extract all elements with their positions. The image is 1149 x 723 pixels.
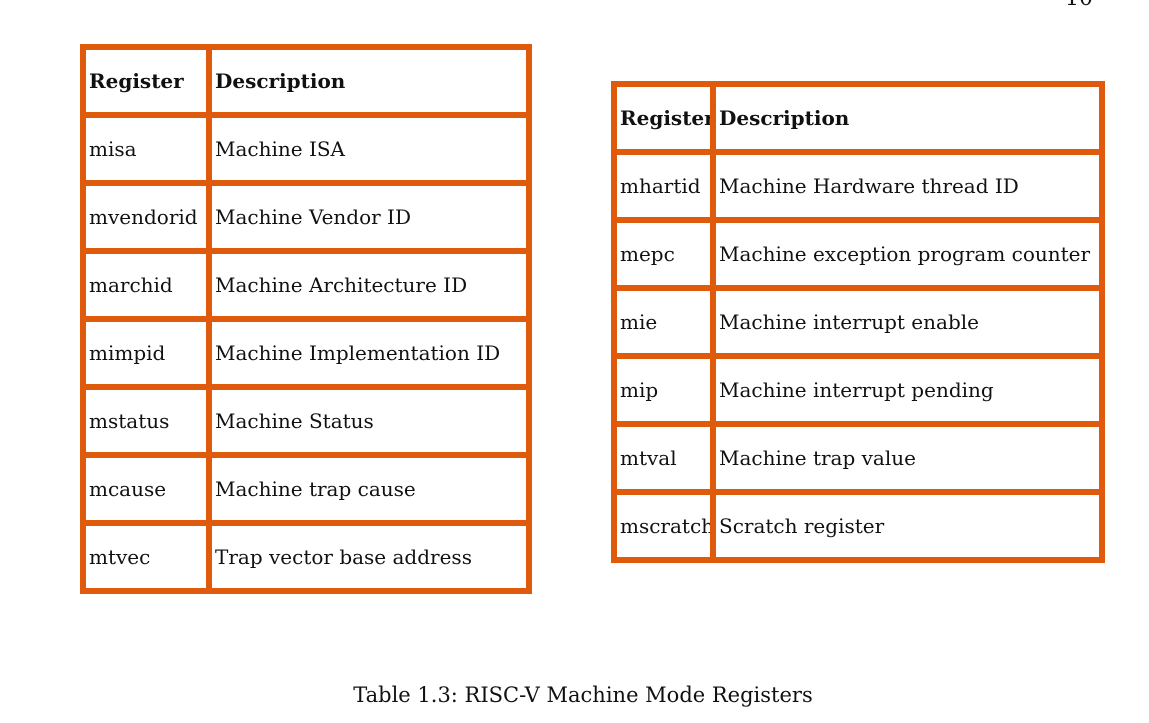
register-description: Machine Hardware thread ID bbox=[710, 149, 1105, 223]
column-header-register: Register bbox=[80, 44, 212, 118]
register-description: Scratch register bbox=[710, 489, 1105, 563]
register-name: mvendorid bbox=[80, 180, 212, 254]
register-name: mstatus bbox=[80, 384, 212, 458]
register-description: Machine trap cause bbox=[206, 452, 532, 526]
register-description: Machine Status bbox=[206, 384, 532, 458]
table-row: mhartid Machine Hardware thread ID bbox=[611, 149, 1105, 223]
register-name: mepc bbox=[611, 217, 716, 291]
table-row: mip Machine interrupt pending bbox=[611, 353, 1105, 427]
register-description: Machine Architecture ID bbox=[206, 248, 532, 322]
table-row: mvendorid Machine Vendor ID bbox=[80, 180, 532, 254]
table-row: mimpid Machine Implementation ID bbox=[80, 316, 532, 390]
register-description: Machine ISA bbox=[206, 112, 532, 186]
table-row: marchid Machine Architecture ID bbox=[80, 248, 532, 322]
register-name: mcause bbox=[80, 452, 212, 526]
page-number: 10 bbox=[1065, 0, 1093, 11]
register-table-left: Register Description misa Machine ISA mv… bbox=[80, 44, 532, 594]
register-name: mimpid bbox=[80, 316, 212, 390]
register-description: Machine interrupt enable bbox=[710, 285, 1105, 359]
register-name: misa bbox=[80, 112, 212, 186]
table-row: mtval Machine trap value bbox=[611, 421, 1105, 495]
register-name: mip bbox=[611, 353, 716, 427]
column-header-register: Register bbox=[611, 81, 716, 155]
table-row: mcause Machine trap cause bbox=[80, 452, 532, 526]
register-description: Machine interrupt pending bbox=[710, 353, 1105, 427]
table-row: misa Machine ISA bbox=[80, 112, 532, 186]
register-name: mtvec bbox=[80, 520, 212, 594]
table-row: mscratch Scratch register bbox=[611, 489, 1105, 563]
column-header-description: Description bbox=[206, 44, 532, 118]
table-row: mstatus Machine Status bbox=[80, 384, 532, 458]
register-name: mhartid bbox=[611, 149, 716, 223]
table-row: mtvec Trap vector base address bbox=[80, 520, 532, 594]
column-header-description: Description bbox=[710, 81, 1105, 155]
table-row: mepc Machine exception program counter bbox=[611, 217, 1105, 291]
register-name: mie bbox=[611, 285, 716, 359]
table-row: mie Machine interrupt enable bbox=[611, 285, 1105, 359]
table-caption: Table 1.3: RISC-V Machine Mode Registers bbox=[353, 683, 813, 707]
register-table-right: Register Description mhartid Machine Har… bbox=[611, 81, 1105, 563]
table-header-row: Register Description bbox=[611, 81, 1105, 155]
register-description: Machine Vendor ID bbox=[206, 180, 532, 254]
register-name: mscratch bbox=[611, 489, 716, 563]
register-description: Machine exception program counter bbox=[710, 217, 1105, 291]
register-description: Trap vector base address bbox=[206, 520, 532, 594]
register-description: Machine trap value bbox=[710, 421, 1105, 495]
register-name: marchid bbox=[80, 248, 212, 322]
register-name: mtval bbox=[611, 421, 716, 495]
register-description: Machine Implementation ID bbox=[206, 316, 532, 390]
table-header-row: Register Description bbox=[80, 44, 532, 118]
